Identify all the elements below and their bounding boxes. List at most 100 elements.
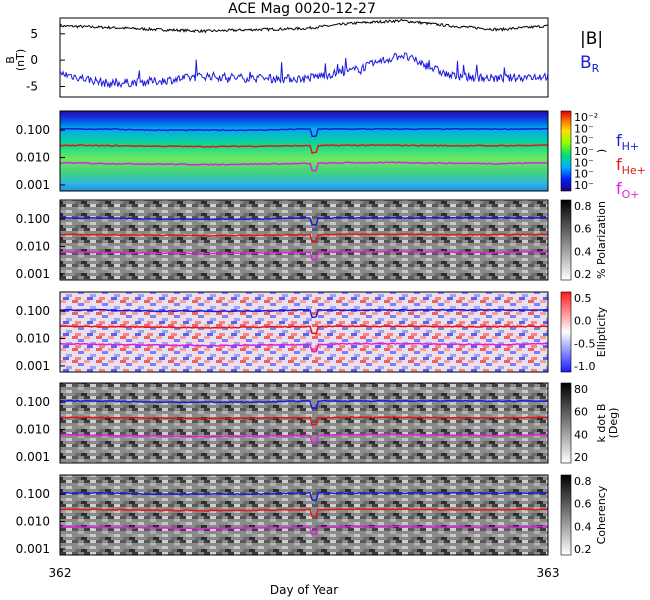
legend-ion-O+: fO+ <box>616 179 640 201</box>
freq-tick-label: 0.001 <box>16 359 50 373</box>
colorbar <box>560 291 572 373</box>
colorbar-tick-label: -0.5 <box>574 337 595 350</box>
colorbar-tick-label: 10⁻ <box>574 145 594 158</box>
colorbar-tick-label: 60 <box>574 406 588 419</box>
colorbar-label: ) <box>595 149 608 153</box>
ion-line-f_O+ <box>59 433 549 444</box>
b-series-line-0 <box>59 18 549 34</box>
legend-b-magnitude: |B| <box>580 29 603 49</box>
colorbar-tick-label: 10⁻ <box>574 179 594 192</box>
colorbar-label: Ellipticity <box>595 306 608 357</box>
x-tick-label: 363 <box>537 566 560 580</box>
ion-line-f_H+ <box>59 491 549 502</box>
colorbar-tick-label: 10⁻ <box>574 156 594 169</box>
magnetic-field-panel: 5 0 -5 B(nT) <box>4 17 549 98</box>
ion-line-f_H+ <box>59 127 549 138</box>
freq-tick-label: 0.001 <box>16 542 50 556</box>
ion-line-f_He+ <box>59 416 549 427</box>
colorbar-label: % Polarization <box>595 201 608 279</box>
chart-title: ACE Mag 0020-12-27 <box>228 1 376 17</box>
panel-frame <box>59 291 549 373</box>
panel-coherency-image <box>60 475 548 555</box>
panel-polarization: 0.100 0.010 0.001 0.8 0.6 0.4 0.2% Polarizatio… <box>16 199 608 281</box>
panel-frame <box>59 110 549 192</box>
colorbar-label: k dot B <box>595 404 608 443</box>
ion-line-f_O+ <box>59 250 549 261</box>
panel-power-image <box>60 111 548 191</box>
panel-frame <box>59 382 549 464</box>
panel-kdotb: 0.100 0.010 0.001 80 60 40 20 k dot B (Deg) <box>16 382 620 464</box>
colorbar-tick-label: 10⁻² <box>574 111 598 124</box>
ion-line-f_He+ <box>59 144 549 155</box>
b-ylabel-unit: (nT) <box>14 49 27 71</box>
x-axis: 362 363 Day of Year <box>49 549 560 597</box>
ion-line-f_O+ <box>59 525 549 536</box>
panel-frame <box>59 199 549 281</box>
b-panel-frame <box>59 17 549 98</box>
legend-ion-He+: fHe+ <box>616 155 646 177</box>
colorbar-tick-label: 0.2 <box>574 543 592 556</box>
colorbar-tick-label: 0.8 <box>574 475 592 488</box>
colorbar-tick-label: -1.0 <box>574 360 595 373</box>
colorbar-tick-label: 10⁻ <box>574 134 594 147</box>
x-tick-label: 362 <box>49 566 72 580</box>
colorbar-tick-label: 0.6 <box>574 223 592 236</box>
freq-tick-label: 0.010 <box>16 423 50 437</box>
b-ylabel: B <box>4 56 17 64</box>
b-series-line-1 <box>59 52 549 89</box>
freq-tick-label: 0.001 <box>16 178 50 192</box>
colorbar-tick-label: 10⁻ <box>574 168 594 181</box>
spectrogram-panels: 0.1000.0100.00110⁻²10⁻10⁻10⁻10⁻10⁻10⁻)0.… <box>16 110 620 556</box>
colorbar-tick-label: 0.8 <box>574 200 592 213</box>
b-ytick-label: 5 <box>30 27 38 41</box>
colorbar-tick-label: 0.4 <box>574 245 592 258</box>
freq-tick-label: 0.100 <box>16 304 50 318</box>
freq-tick-label: 0.001 <box>16 267 50 281</box>
ion-line-f_He+ <box>59 508 549 518</box>
ion-line-f_H+ <box>59 399 549 410</box>
colorbar-tick-label: 0.2 <box>574 268 592 281</box>
freq-tick-label: 0.010 <box>16 240 50 254</box>
panel-ellipticity-image <box>60 292 548 372</box>
freq-tick-label: 0.001 <box>16 450 50 464</box>
colorbar-tick-label: 10⁻ <box>574 122 594 135</box>
ion-line-f_O+ <box>59 342 549 353</box>
x-axis-label: Day of Year <box>270 583 338 597</box>
colorbar-tick-label: 0.0 <box>574 315 592 328</box>
freq-tick-label: 0.100 <box>16 487 50 501</box>
colorbar-tick-label: 0.6 <box>574 498 592 511</box>
legend-ion-H+: fH+ <box>616 131 639 153</box>
colorbar-tick-label: 20 <box>574 451 588 464</box>
colorbar-tick-label: 40 <box>574 428 588 441</box>
colorbar <box>560 110 572 192</box>
b-ytick-label: -5 <box>26 79 38 93</box>
freq-tick-label: 0.100 <box>16 395 50 409</box>
ion-line-f_He+ <box>59 324 549 335</box>
colorbar <box>560 382 572 464</box>
colorbar-label-2: (Deg) <box>607 408 620 439</box>
ion-line-f_H+ <box>59 308 549 319</box>
freq-tick-label: 0.010 <box>16 515 50 529</box>
colorbar <box>560 199 572 281</box>
freq-tick-label: 0.010 <box>16 151 50 165</box>
panel-frame <box>59 474 549 556</box>
freq-tick-label: 0.100 <box>16 123 50 137</box>
colorbar-label: Coherency <box>595 485 608 544</box>
colorbar-tick-label: 80 <box>574 383 588 396</box>
freq-tick-label: 0.100 <box>16 212 50 226</box>
ion-line-f_O+ <box>59 161 549 172</box>
colorbar-tick-label: 0.4 <box>574 520 592 533</box>
panel-kdotb-image <box>60 383 548 463</box>
ion-line-f_H+ <box>59 216 549 226</box>
panel-polarization-image <box>60 200 548 280</box>
b-ytick-label: 0 <box>30 53 38 67</box>
freq-tick-label: 0.010 <box>16 332 50 346</box>
colorbar-tick-label: 0.5 <box>574 292 592 305</box>
legend-b-radial: BR <box>580 53 600 75</box>
colorbar <box>560 474 572 556</box>
